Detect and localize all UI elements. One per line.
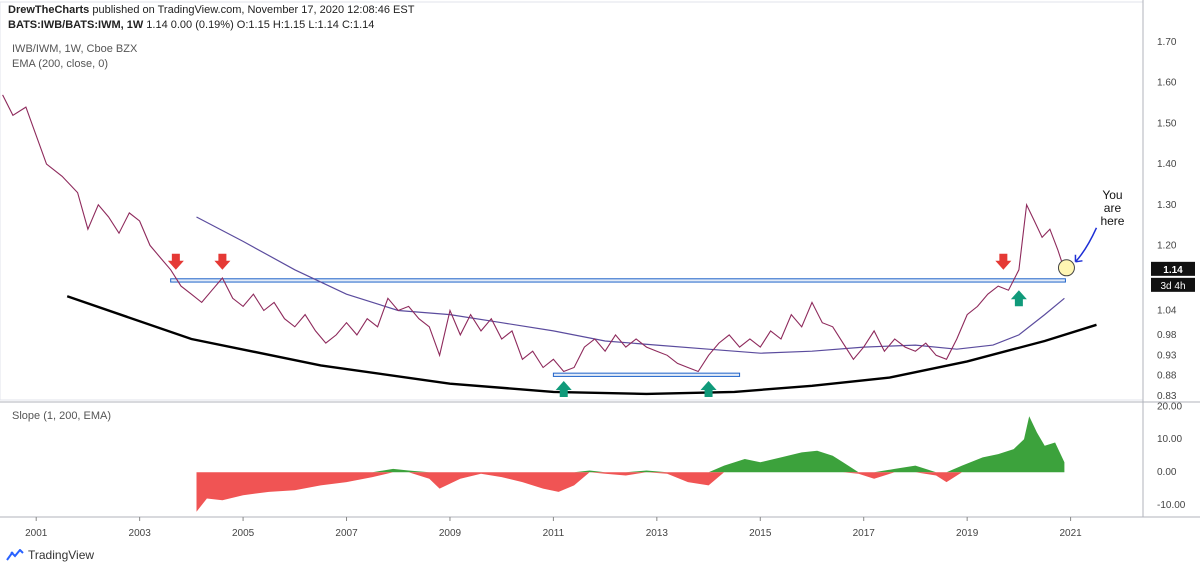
down-arrow-icon[interactable] (214, 253, 231, 270)
up-arrow-icon[interactable] (1010, 290, 1027, 307)
brand-label: TradingView (28, 548, 95, 562)
x-tick-label: 2013 (646, 528, 669, 539)
x-tick-label: 2009 (439, 528, 462, 539)
main-pane-border (0, 1, 1144, 401)
price-line[interactable] (2, 94, 1065, 373)
chart-header: DrewTheCharts published on TradingView.c… (8, 3, 414, 33)
slope-y-tick-label: -10.00 (1157, 500, 1186, 511)
x-tick-label: 2001 (25, 528, 48, 539)
y-tick-label: 1.20 (1157, 240, 1177, 251)
down-arrow-icon[interactable] (167, 253, 184, 270)
x-tick-label: 2003 (129, 528, 152, 539)
current-price-circle[interactable] (1057, 259, 1075, 277)
symbol-legend[interactable]: IWB/IWM, 1W, Cboe BZX (12, 43, 138, 55)
slope-y-tick-label: 20.00 (1157, 401, 1182, 412)
annotation-text-line: here (1100, 214, 1124, 228)
y-tick-label: 0.88 (1157, 371, 1177, 382)
x-tick-label: 2017 (853, 528, 876, 539)
x-tick-label: 2021 (1059, 528, 1082, 539)
slope-legend[interactable]: Slope (1, 200, EMA) (12, 410, 112, 422)
annotation-text-line: are (1104, 201, 1122, 215)
slope-negative-area[interactable] (196, 472, 1065, 512)
bottom-curve-line[interactable] (66, 295, 1097, 396)
x-tick-label: 2005 (232, 528, 255, 539)
last-price-badge[interactable] (1151, 261, 1195, 276)
x-tick-label: 2015 (749, 528, 772, 539)
main-legend: IWB/IWM, 1W, Cboe BZX EMA (200, close, 0… (12, 42, 137, 72)
x-tick-label: 2007 (335, 528, 358, 539)
y-tick-label: 1.50 (1157, 118, 1177, 129)
annotation-text-line: You (1102, 188, 1122, 202)
tradingview-logo-icon (6, 549, 24, 561)
slope-y-tick-label: 10.00 (1157, 434, 1182, 445)
y-tick-label: 0.93 (1157, 350, 1177, 361)
down-arrow-icon[interactable] (995, 253, 1012, 270)
last-price-label: 1.14 (1163, 265, 1183, 276)
annotation-arrowhead (1074, 254, 1083, 263)
ohlc-values: 1.14 0.00 (0.19%) O:1.15 H:1.15 L:1.14 C… (146, 19, 375, 31)
y-tick-label: 1.30 (1157, 200, 1177, 211)
ema-legend[interactable]: EMA (200, close, 0) (12, 58, 108, 70)
y-tick-label: 1.04 (1157, 306, 1177, 317)
y-tick-label: 1.70 (1157, 37, 1177, 48)
symbol-title: BATS:IWB/BATS:IWM, 1W (8, 19, 144, 31)
x-tick-label: 2011 (543, 528, 565, 539)
y-tick-label: 1.60 (1157, 78, 1177, 89)
countdown-badge (1151, 277, 1195, 292)
up-arrow-icon[interactable] (700, 380, 717, 397)
ema-line[interactable] (196, 216, 1065, 354)
countdown-label: 3d 4h (1160, 281, 1185, 292)
support-zone-box[interactable] (552, 372, 741, 377)
slope-y-tick-label: 0.00 (1157, 467, 1177, 478)
y-tick-label: 0.83 (1157, 391, 1177, 402)
support-zone-box[interactable] (170, 278, 1066, 283)
x-tick-label: 2019 (956, 528, 979, 539)
published-info: published on TradingView.com, November 1… (92, 4, 415, 16)
annotation-arrow[interactable] (1074, 227, 1098, 263)
slope-positive-area[interactable] (196, 416, 1065, 473)
author-name[interactable]: DrewTheCharts (8, 4, 90, 16)
footer-brand[interactable]: TradingView (6, 548, 94, 562)
y-tick-label: 1.40 (1157, 159, 1177, 170)
up-arrow-icon[interactable] (555, 380, 572, 397)
y-tick-label: 0.98 (1157, 330, 1177, 341)
